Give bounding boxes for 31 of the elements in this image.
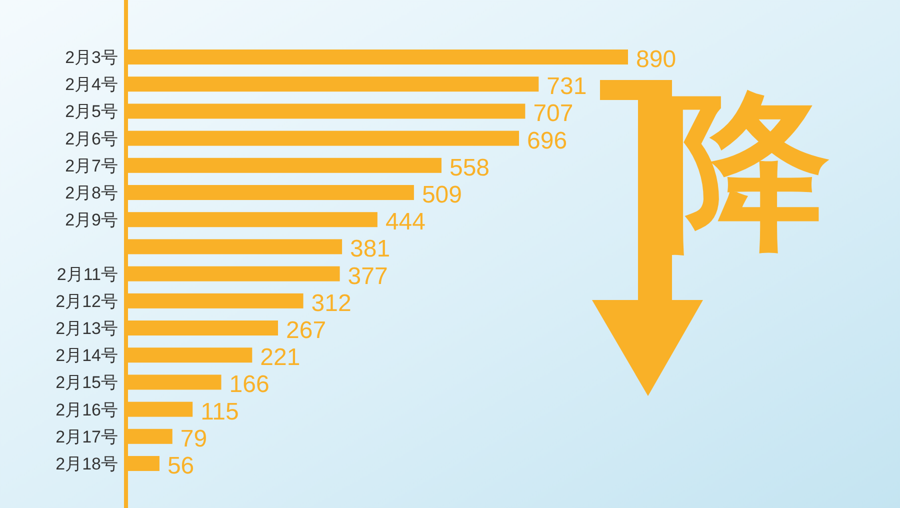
y-tick-label: 2月12号 xyxy=(56,292,118,311)
data-label: 221 xyxy=(260,344,300,372)
data-label: 267 xyxy=(286,317,326,344)
data-label: 890 xyxy=(636,46,676,73)
y-tick-label: 2月7号 xyxy=(65,156,118,176)
data-label: 56 xyxy=(167,452,194,480)
y-tick-label: 2月17号 xyxy=(56,427,118,446)
data-label: 166 xyxy=(229,371,270,398)
y-tick-label: 2月5号 xyxy=(65,102,118,122)
y-tick-label: 2月9号 xyxy=(65,210,118,230)
data-label: 696 xyxy=(527,127,568,154)
y-tick-label: 2月16号 xyxy=(56,400,118,420)
data-label: 444 xyxy=(385,208,426,236)
y-tick-label: 2月8号 xyxy=(65,184,118,202)
data-label: 312 xyxy=(311,290,352,317)
data-label: 509 xyxy=(422,182,462,208)
data-label: 707 xyxy=(533,100,574,128)
data-label: 731 xyxy=(546,73,587,100)
y-tick-label: 2月18号 xyxy=(56,454,118,474)
y-tick-label: 2月11号 xyxy=(56,264,118,284)
data-label: 381 xyxy=(350,236,390,263)
data-label: 79 xyxy=(180,425,208,452)
data-label: 377 xyxy=(348,262,388,290)
y-tick-label: 2月6号 xyxy=(65,129,118,148)
y-tick-label: 2月4号 xyxy=(65,75,118,94)
y-tick-label: 2月13号 xyxy=(56,319,118,338)
data-label: 558 xyxy=(449,154,490,182)
y-tick-label: 2月14号 xyxy=(56,346,118,366)
data-label: 115 xyxy=(200,398,239,426)
y-tick-label: 2月15号 xyxy=(56,373,118,392)
y-tick-label: 2月3号 xyxy=(65,48,118,67)
